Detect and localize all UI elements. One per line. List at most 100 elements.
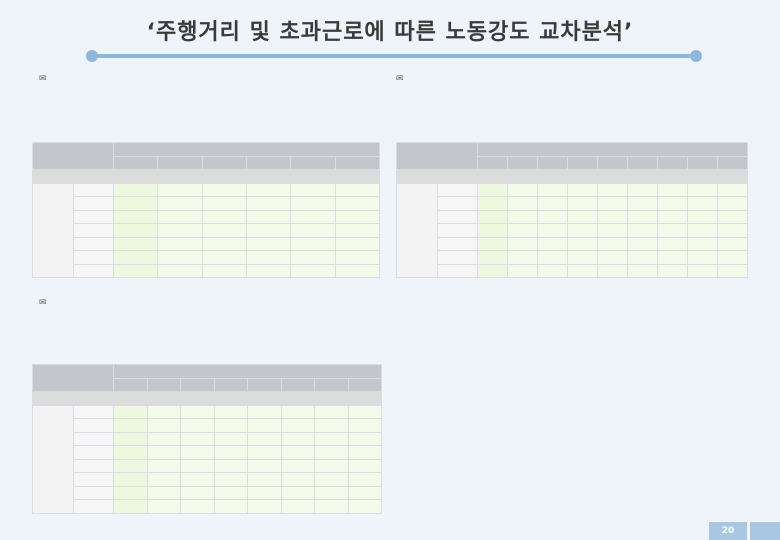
table-cell bbox=[112, 182, 159, 197]
table-2 bbox=[396, 142, 748, 278]
row-label bbox=[436, 263, 478, 278]
table-row bbox=[397, 223, 748, 238]
table-row-total bbox=[396, 169, 748, 184]
table-cell bbox=[717, 182, 748, 197]
table-cell bbox=[180, 431, 215, 446]
table-cell bbox=[112, 223, 159, 238]
table-cell bbox=[657, 196, 688, 211]
table-cell bbox=[347, 445, 382, 460]
total-cell bbox=[180, 391, 215, 406]
table-cell bbox=[201, 250, 247, 265]
table-cell bbox=[537, 263, 568, 278]
table-cell bbox=[627, 263, 658, 278]
row-label bbox=[72, 182, 114, 197]
row-label bbox=[72, 404, 114, 419]
table-cell bbox=[247, 445, 282, 460]
table-row bbox=[397, 209, 748, 224]
table-cell bbox=[314, 458, 349, 473]
table-cell bbox=[180, 499, 215, 514]
row-label bbox=[436, 182, 478, 197]
table-cell bbox=[314, 445, 349, 460]
column-header bbox=[201, 155, 247, 170]
table-cell bbox=[247, 458, 282, 473]
total-cell bbox=[157, 169, 203, 184]
header-group bbox=[113, 142, 380, 157]
column-header bbox=[112, 155, 159, 170]
table-cell bbox=[146, 458, 181, 473]
table-cell bbox=[245, 236, 292, 251]
table-row bbox=[33, 472, 382, 487]
table-cell bbox=[687, 209, 718, 224]
column-header bbox=[314, 377, 349, 392]
table-3 bbox=[32, 364, 382, 514]
page-number-bar bbox=[750, 522, 780, 540]
table-cell bbox=[180, 472, 215, 487]
column-header bbox=[627, 155, 658, 170]
row-label bbox=[72, 263, 114, 278]
total-cell bbox=[247, 391, 282, 406]
table-row bbox=[33, 196, 381, 211]
title-rule-right-dot bbox=[690, 50, 702, 62]
table-cell bbox=[157, 236, 203, 251]
table-cell bbox=[112, 196, 159, 211]
table-row-total bbox=[32, 391, 382, 406]
table-cell bbox=[113, 499, 148, 514]
column-header bbox=[157, 155, 203, 170]
table-cell bbox=[717, 196, 748, 211]
table-cell bbox=[687, 223, 718, 238]
total-cell bbox=[717, 169, 748, 184]
row-label bbox=[72, 223, 114, 238]
table-row bbox=[397, 236, 748, 251]
table-cell bbox=[245, 182, 292, 197]
table-cell bbox=[146, 404, 181, 419]
total-label bbox=[396, 169, 478, 184]
table-cell bbox=[507, 236, 538, 251]
stub-header bbox=[396, 142, 478, 170]
table-cell bbox=[112, 236, 159, 251]
table-cell bbox=[347, 499, 382, 514]
table-cell bbox=[113, 458, 148, 473]
table-cell bbox=[112, 250, 159, 265]
table-cell bbox=[180, 458, 215, 473]
table-cell bbox=[507, 250, 538, 265]
total-label bbox=[32, 169, 114, 184]
table-cell bbox=[247, 404, 282, 419]
table-cell bbox=[477, 250, 508, 265]
table-cell bbox=[290, 250, 336, 265]
row-label bbox=[72, 250, 114, 265]
table-cell bbox=[113, 472, 148, 487]
table-cell bbox=[113, 404, 148, 419]
table-cell bbox=[146, 445, 181, 460]
table-cell bbox=[180, 418, 215, 433]
table-cell bbox=[280, 431, 315, 446]
total-cell bbox=[507, 169, 538, 184]
table-cell bbox=[347, 404, 382, 419]
table-cell bbox=[334, 209, 381, 224]
table-row-total bbox=[32, 169, 381, 184]
table-cell bbox=[157, 250, 203, 265]
total-cell bbox=[627, 169, 658, 184]
table-cell bbox=[113, 485, 148, 500]
table-cell bbox=[146, 472, 181, 487]
table-cell bbox=[567, 263, 598, 278]
table-cell bbox=[247, 472, 282, 487]
table-cell bbox=[201, 182, 247, 197]
table-cell bbox=[477, 196, 508, 211]
table-row bbox=[33, 499, 382, 514]
table-cell bbox=[717, 209, 748, 224]
table-cell bbox=[290, 209, 336, 224]
row-label bbox=[436, 223, 478, 238]
table-cell bbox=[180, 404, 215, 419]
table-cell bbox=[201, 223, 247, 238]
table-cell bbox=[157, 263, 203, 278]
table-row bbox=[33, 485, 382, 500]
table-cell bbox=[247, 485, 282, 500]
column-header bbox=[347, 377, 382, 392]
table-cell bbox=[112, 263, 159, 278]
table-cell bbox=[597, 223, 628, 238]
column-header bbox=[245, 155, 292, 170]
table-cell bbox=[213, 404, 248, 419]
column-header bbox=[687, 155, 718, 170]
table-cell bbox=[180, 485, 215, 500]
table-cell bbox=[537, 209, 568, 224]
